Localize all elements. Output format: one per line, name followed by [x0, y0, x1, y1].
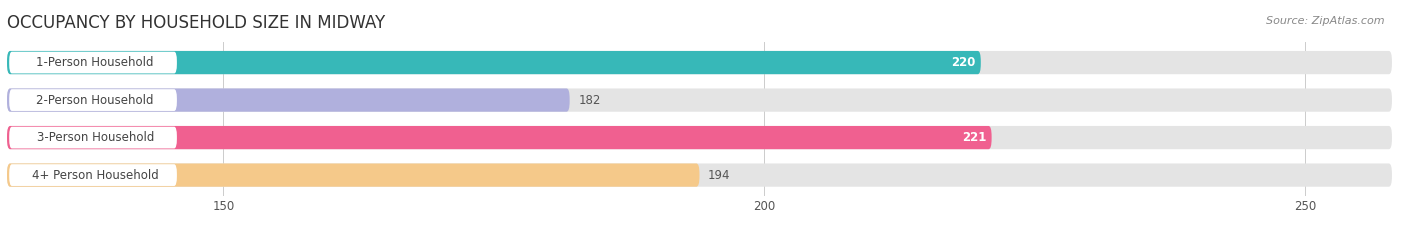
FancyBboxPatch shape	[7, 51, 981, 74]
Text: 221: 221	[962, 131, 986, 144]
FancyBboxPatch shape	[7, 164, 1392, 187]
FancyBboxPatch shape	[7, 126, 991, 149]
FancyBboxPatch shape	[10, 164, 177, 186]
Text: 3-Person Household: 3-Person Household	[37, 131, 153, 144]
FancyBboxPatch shape	[10, 89, 177, 111]
FancyBboxPatch shape	[7, 164, 700, 187]
FancyBboxPatch shape	[7, 89, 1392, 112]
Text: 220: 220	[950, 56, 976, 69]
FancyBboxPatch shape	[7, 89, 569, 112]
Text: 4+ Person Household: 4+ Person Household	[32, 169, 159, 182]
Text: 194: 194	[709, 169, 731, 182]
Text: Source: ZipAtlas.com: Source: ZipAtlas.com	[1267, 16, 1385, 26]
Text: 182: 182	[578, 94, 600, 106]
FancyBboxPatch shape	[10, 127, 177, 148]
FancyBboxPatch shape	[7, 126, 1392, 149]
Text: 1-Person Household: 1-Person Household	[37, 56, 155, 69]
FancyBboxPatch shape	[7, 51, 1392, 74]
FancyBboxPatch shape	[10, 52, 177, 73]
Text: 2-Person Household: 2-Person Household	[37, 94, 155, 106]
Text: OCCUPANCY BY HOUSEHOLD SIZE IN MIDWAY: OCCUPANCY BY HOUSEHOLD SIZE IN MIDWAY	[7, 14, 385, 32]
